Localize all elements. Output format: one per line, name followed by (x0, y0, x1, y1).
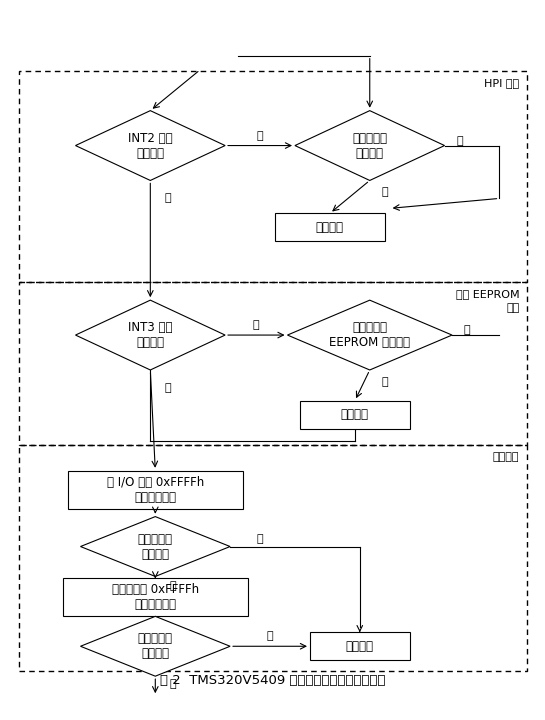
Text: 有效的串行
EEPROM 自举吗？: 有效的串行 EEPROM 自举吗？ (329, 321, 410, 349)
Text: 否: 否 (170, 679, 177, 689)
Text: 否: 否 (165, 383, 172, 393)
Text: 有效的并行
自举吗？: 有效的并行 自举吗？ (138, 632, 173, 660)
Text: 串行 EEPROM: 串行 EEPROM (456, 289, 519, 300)
Text: 从 I/O 空间 0xFFFFh
读自举表地址: 从 I/O 空间 0xFFFFh 读自举表地址 (107, 476, 204, 504)
Text: 否: 否 (170, 582, 177, 591)
FancyBboxPatch shape (275, 213, 385, 241)
Text: 并行引导: 并行引导 (493, 451, 519, 462)
Text: 是: 是 (267, 631, 274, 642)
Text: 是: 是 (382, 377, 388, 387)
Text: 加载代码: 加载代码 (341, 408, 369, 421)
Text: 从数据空间 0xFFFFh
读自举表地址: 从数据空间 0xFFFFh 读自举表地址 (112, 583, 199, 611)
Text: 否: 否 (165, 194, 172, 204)
Text: 转换数据: 转换数据 (346, 640, 374, 653)
Text: INT3 标志
有效吗？: INT3 标志 有效吗？ (128, 321, 173, 349)
Text: 否: 否 (456, 135, 463, 145)
Text: 是: 是 (382, 187, 388, 197)
Polygon shape (287, 300, 452, 370)
Polygon shape (76, 300, 225, 370)
Text: 是: 是 (253, 320, 259, 330)
Text: 是: 是 (257, 130, 263, 140)
Text: 图 2  TMS320V5409 片内引导程序框图（部分）: 图 2 TMS320V5409 片内引导程序框图（部分） (160, 674, 385, 687)
Text: 入口地址: 入口地址 (316, 221, 344, 234)
Text: 有效的并行
自举吗？: 有效的并行 自举吗？ (138, 533, 173, 561)
Text: 引导: 引导 (506, 303, 519, 313)
Text: 否: 否 (464, 325, 470, 335)
Polygon shape (76, 111, 225, 181)
Polygon shape (81, 616, 230, 676)
Text: 有效的入口
地址吗？: 有效的入口 地址吗？ (352, 132, 387, 160)
Text: HPI 引导: HPI 引导 (485, 78, 519, 88)
FancyBboxPatch shape (300, 401, 410, 429)
Polygon shape (295, 111, 445, 181)
FancyBboxPatch shape (68, 471, 243, 508)
Text: 是: 是 (257, 534, 263, 544)
FancyBboxPatch shape (63, 578, 247, 616)
Polygon shape (81, 516, 230, 577)
Text: INT2 标志
有效吗？: INT2 标志 有效吗？ (128, 132, 173, 160)
FancyBboxPatch shape (310, 632, 410, 660)
